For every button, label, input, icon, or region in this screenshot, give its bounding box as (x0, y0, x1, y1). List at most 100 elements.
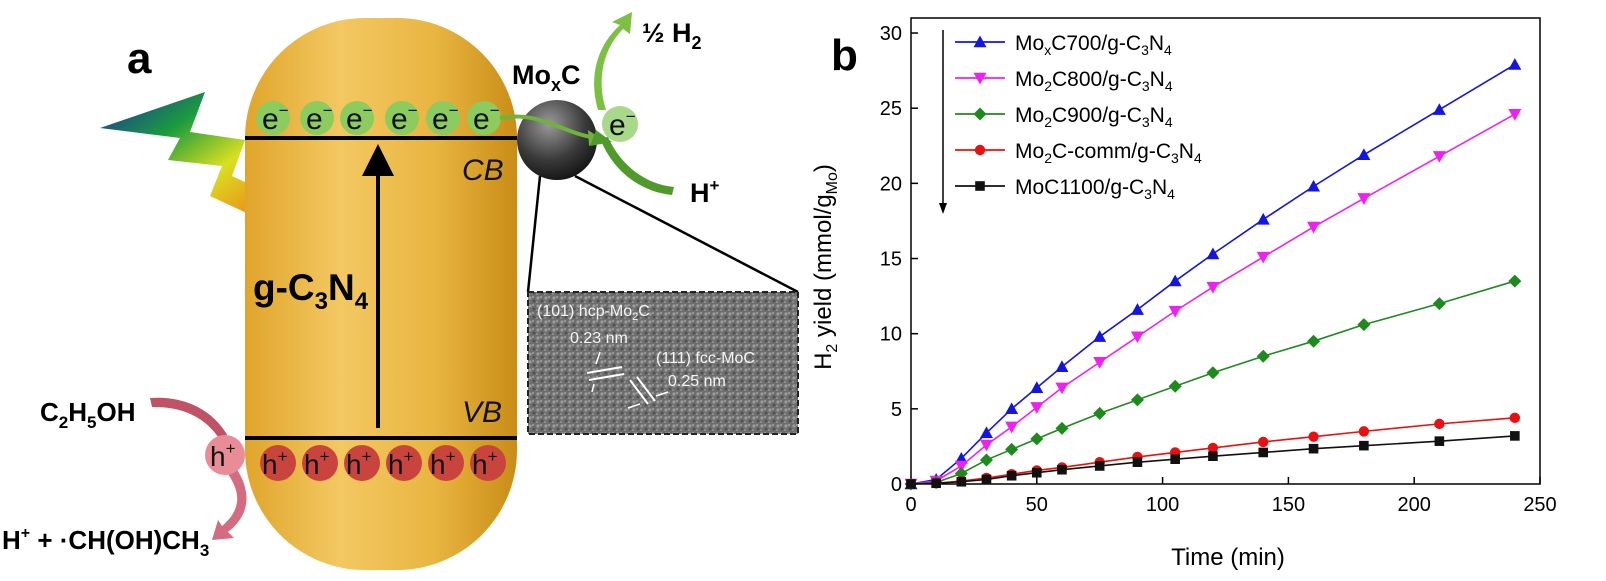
y-tick-label: 25 (880, 98, 902, 120)
data-point (1508, 274, 1522, 288)
lattice-fringe (586, 366, 623, 374)
data-point (979, 453, 993, 467)
h2-evolution-arrow (594, 12, 632, 110)
series-line (910, 417, 1515, 485)
data-point (1005, 442, 1019, 456)
legend-label: Mo2C-comm/g-C3N4 (1015, 140, 1202, 166)
svg-text:e−: e− (306, 101, 333, 136)
data-point (979, 426, 993, 439)
electron: e− (256, 101, 290, 136)
legend-item: Mo2C900/g-C3N4 (955, 104, 1173, 130)
data-point (1030, 402, 1044, 414)
x-tick-label: 0 (905, 494, 916, 516)
series-Mo2C800/g-C3N4 (904, 109, 1522, 491)
vb-label: VB (462, 396, 502, 429)
y-tick-label: 0 (891, 474, 902, 496)
mechanism-scheme: a e− e− e− e− e− e− h+ h+ h+ h+ h+ h+ CB… (2, 12, 799, 570)
legend-item: Mo2C800/g-C3N4 (955, 68, 1173, 94)
ethanol-label: C2H5OH (40, 397, 136, 432)
data-point (1208, 451, 1218, 461)
legend-label: MoC1100/g-C3N4 (1015, 176, 1175, 202)
series-line (910, 280, 1516, 485)
data-point (1256, 251, 1270, 264)
electron: e− (385, 101, 419, 136)
x-tick-label: 50 (1026, 494, 1048, 516)
data-point (1258, 447, 1269, 458)
hole: h+ (302, 445, 338, 481)
series-group (904, 58, 1522, 491)
svg-text:h+: h+ (472, 447, 498, 480)
zoom-line (526, 175, 542, 293)
data-point (1508, 109, 1522, 121)
data-point (1030, 381, 1044, 393)
plot-frame (910, 17, 1541, 485)
data-point (1258, 436, 1269, 448)
hole: h+ (386, 445, 422, 481)
data-point (973, 72, 987, 85)
holes-row: h+ h+ h+ h+ h+ h+ (260, 445, 506, 481)
data-point (1434, 436, 1445, 446)
data-point (1434, 418, 1445, 430)
data-point (1094, 461, 1105, 471)
plot-area (910, 17, 1541, 485)
lattice-fringe (588, 373, 625, 381)
data-point (1057, 464, 1067, 475)
svg-text:e−: e− (262, 101, 289, 136)
data-point (1510, 431, 1520, 441)
data-point (1256, 349, 1270, 363)
panel-label-a: a (127, 34, 152, 83)
cocatalyst-label: MoxC (512, 60, 581, 95)
legend-label: Mo2C900/g-C3N4 (1015, 104, 1173, 130)
data-point (979, 439, 993, 452)
hole: h+ (428, 445, 464, 481)
x-axis-title: Time (min) (1171, 544, 1285, 571)
data-point (1005, 421, 1019, 434)
fcc-spacing-label: 0.25 nm (668, 373, 726, 390)
electron-transfer-arrow (499, 114, 599, 140)
data-point (1055, 421, 1069, 435)
data-point (1168, 379, 1182, 393)
series-line (910, 113, 1516, 485)
fcc-plane-label: (111) fcc-MoC (656, 350, 755, 367)
y-tick-label: 5 (891, 399, 902, 421)
data-point (1307, 179, 1321, 192)
panel-label-b: b (831, 31, 858, 80)
arrowhead (590, 130, 612, 146)
electron: e− (467, 101, 501, 136)
data-point (1206, 366, 1220, 380)
legend-item: Mo2C-comm/g-C3N4 (955, 140, 1202, 166)
legend-item: MoC1100/g-C3N4 (955, 176, 1175, 202)
data-point (1508, 58, 1522, 70)
data-point (1359, 440, 1369, 451)
electron: e− (426, 101, 460, 136)
series-line (910, 435, 1515, 485)
data-point (1432, 151, 1446, 163)
data-point (1357, 318, 1371, 332)
series-MoC1100/g-C3N4 (906, 431, 1520, 489)
data-point (1093, 406, 1107, 420)
x-tick-label: 200 (1398, 494, 1431, 516)
data-point (931, 478, 941, 489)
data-point (1432, 103, 1446, 115)
legend: MoxC700/g-C3N4 Mo2C800/g-C3N4 Mo2C900/g-C3… (939, 30, 1202, 214)
y-tick-label: 10 (880, 324, 902, 346)
pointer-arrow (591, 383, 595, 393)
hole: h+ (260, 445, 296, 481)
cb-label: CB (462, 154, 504, 187)
svg-text:e−: e− (346, 101, 373, 136)
data-point (1308, 431, 1319, 442)
data-point (1055, 360, 1069, 372)
data-point (1432, 297, 1446, 311)
data-point (1093, 357, 1107, 369)
lattice-fringe (629, 379, 649, 405)
oxidation-arrow (212, 468, 247, 540)
y-axis-title: H2 yield (mmol/gMo) (810, 164, 841, 370)
hcp-plane-label: (101) hcp-Mo2C (537, 303, 650, 323)
svg-text:h+: h+ (388, 447, 414, 480)
data-point (954, 451, 968, 464)
data-point (1207, 442, 1219, 454)
svg-text:h+: h+ (430, 447, 456, 480)
oxidation-product-label: H+ + ·CH(OH)CH3 (2, 525, 209, 560)
data-point (1030, 432, 1044, 446)
data-point (1358, 426, 1370, 437)
